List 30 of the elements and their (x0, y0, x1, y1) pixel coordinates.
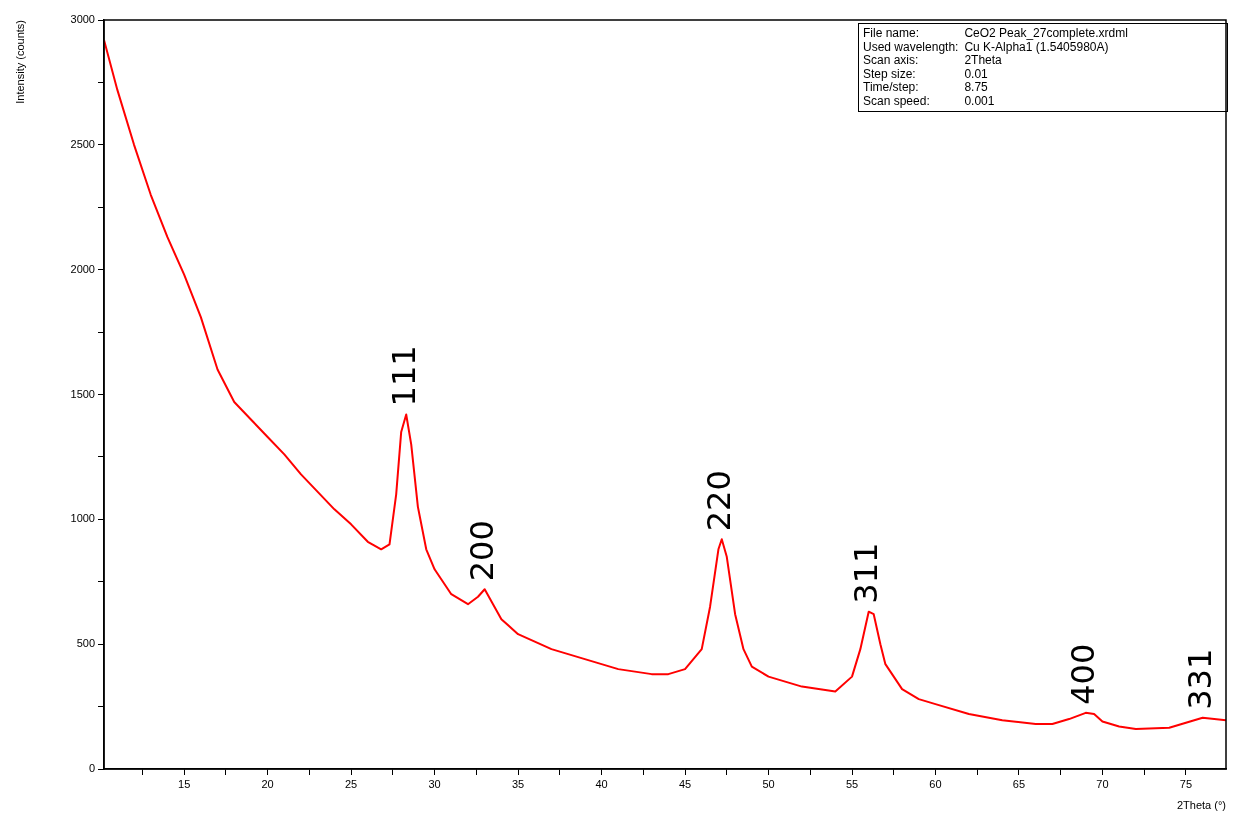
y-axis-title: Intensity (counts) (13, 20, 26, 104)
x-tick-label: 75 (1179, 777, 1193, 790)
annotation: 311 (847, 542, 886, 604)
annotation: 331 (1180, 648, 1219, 710)
annotation: 111 (384, 345, 423, 407)
annotation: 200 (462, 520, 501, 582)
x-tick-label: 45 (678, 777, 692, 790)
x-tick-label: 35 (511, 777, 525, 790)
x-tick-label: 60 (929, 777, 942, 790)
y-tick-label: 2500 (70, 137, 95, 150)
x-tick-label: 15 (178, 777, 191, 790)
y-tick-label: 500 (76, 637, 95, 650)
annotation: Used wavelength: Cu K-Alpha1 (1.5405980A) (863, 39, 1109, 54)
annotation: 400 (1064, 643, 1103, 705)
annotation: 220 (700, 470, 739, 532)
x-axis-title: 2Theta (°) (1176, 799, 1226, 812)
x-tick-label: 55 (845, 777, 859, 790)
x-tick-label: 50 (762, 777, 775, 790)
x-tick-label: 30 (428, 777, 441, 790)
x-tick-label: 40 (595, 777, 608, 790)
x-tick-label: 65 (1012, 777, 1026, 790)
x-tick-label: 70 (1096, 777, 1109, 790)
y-tick-label: 1000 (70, 512, 95, 525)
x-tick-label: 25 (344, 777, 358, 790)
x-tick-label: 20 (261, 777, 274, 790)
info-box: File name: CeO2 Peak_27complete.xrdml Used wavelength: Cu K-Alpha1 (1.5405980A) Scan axis: 2Theta Step size: 0.01 Time/step: 8.75 Scan speed: 0.001 (858, 23, 1228, 112)
y-tick-label: 0 (88, 762, 95, 775)
y-tick-label: 2000 (70, 262, 95, 275)
y-tick-label: 3000 (70, 13, 95, 26)
y-tick-label: 1500 (70, 387, 95, 400)
